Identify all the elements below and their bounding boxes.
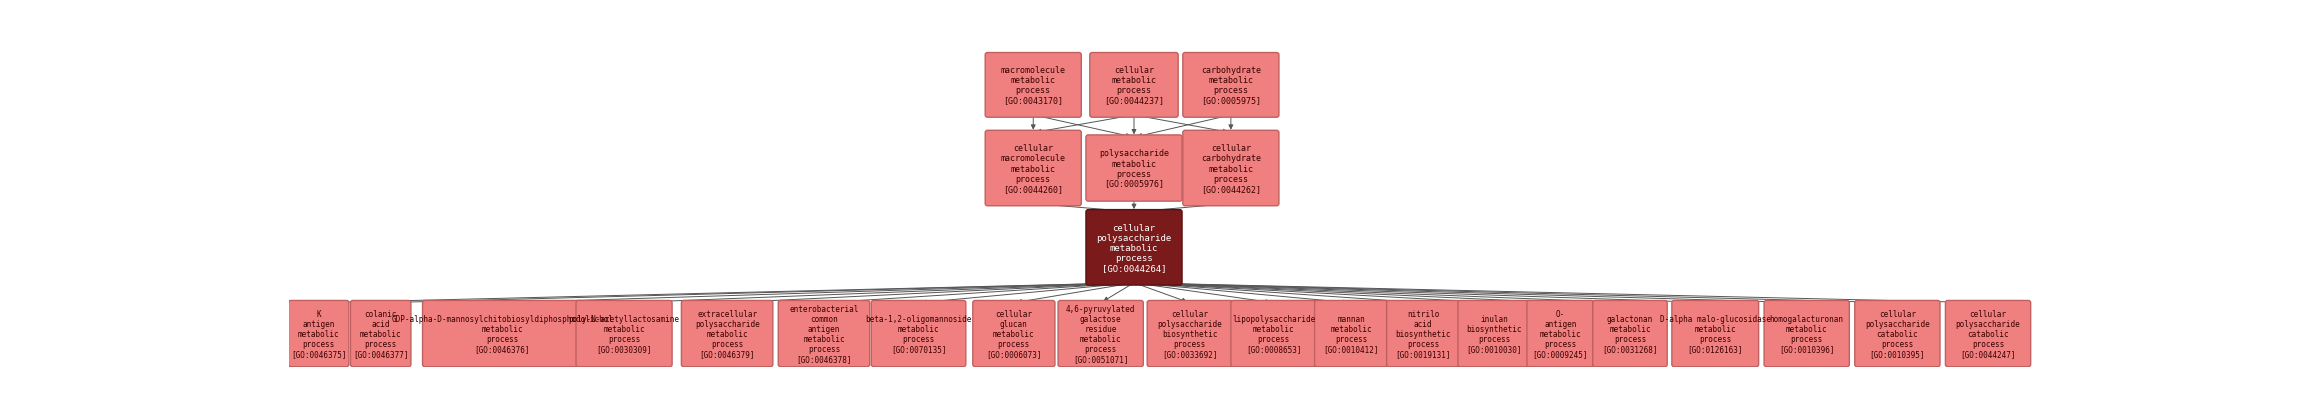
Text: cellular
polysaccharide
biosynthetic
process
[GO:0033692]: cellular polysaccharide biosynthetic pro… (1157, 309, 1222, 358)
FancyBboxPatch shape (1314, 301, 1388, 367)
Text: nitrilo
acid
biosynthetic
process
[GO:0019131]: nitrilo acid biosynthetic process [GO:00… (1395, 309, 1451, 358)
Text: extracellular
polysaccharide
metabolic
process
[GO:0046379]: extracellular polysaccharide metabolic p… (694, 309, 759, 358)
FancyBboxPatch shape (986, 53, 1081, 118)
FancyBboxPatch shape (1946, 301, 2032, 367)
FancyBboxPatch shape (1085, 210, 1182, 285)
Text: enterobacterial
common
antigen
metabolic
process
[GO:0046378]: enterobacterial common antigen metabolic… (789, 304, 858, 363)
FancyBboxPatch shape (1231, 301, 1317, 367)
Text: cellular
glucan
metabolic
process
[GO:0006073]: cellular glucan metabolic process [GO:00… (986, 309, 1041, 358)
FancyBboxPatch shape (349, 301, 412, 367)
Text: cellular
polysaccharide
metabolic
process
[GO:0044264]: cellular polysaccharide metabolic proces… (1097, 223, 1171, 272)
Text: GDP-alpha-D-mannosylchitobiosyldiphosphodolichol
metabolic
process
[GO:0046376]: GDP-alpha-D-mannosylchitobiosyldiphospho… (391, 314, 613, 353)
Text: O-
antigen
metabolic
process
[GO:0009245]: O- antigen metabolic process [GO:0009245… (1532, 309, 1587, 358)
FancyBboxPatch shape (1458, 301, 1532, 367)
Text: carbohydrate
metabolic
process
[GO:0005975]: carbohydrate metabolic process [GO:00059… (1201, 66, 1261, 105)
FancyBboxPatch shape (778, 301, 870, 367)
Text: homogalacturonan
metabolic
process
[GO:0010396]: homogalacturonan metabolic process [GO:0… (1770, 314, 1844, 353)
FancyBboxPatch shape (986, 131, 1081, 206)
FancyBboxPatch shape (289, 301, 349, 367)
FancyBboxPatch shape (1085, 135, 1182, 202)
Text: mannan
metabolic
process
[GO:0010412]: mannan metabolic process [GO:0010412] (1324, 314, 1379, 353)
FancyBboxPatch shape (1386, 301, 1460, 367)
FancyBboxPatch shape (1527, 301, 1594, 367)
Text: cellular
carbohydrate
metabolic
process
[GO:0044262]: cellular carbohydrate metabolic process … (1201, 144, 1261, 193)
Text: D-alpha malo-glucosidase
metabolic
process
[GO:0126163]: D-alpha malo-glucosidase metabolic proce… (1659, 314, 1770, 353)
Text: inulan
biosynthetic
process
[GO:0010030]: inulan biosynthetic process [GO:0010030] (1467, 314, 1523, 353)
Text: 4,6-pyruvylated
galactose
residue
metabolic
process
[GO:0051071]: 4,6-pyruvylated galactose residue metabo… (1067, 304, 1136, 363)
Text: lipopolysaccharide
metabolic
process
[GO:0008653]: lipopolysaccharide metabolic process [GO… (1231, 314, 1314, 353)
FancyBboxPatch shape (576, 301, 671, 367)
Text: cellular
metabolic
process
[GO:0044237]: cellular metabolic process [GO:0044237] (1104, 66, 1164, 105)
Text: cellular
polysaccharide
catabolic
process
[GO:0010395]: cellular polysaccharide catabolic proces… (1865, 309, 1930, 358)
Text: cellular
macromolecule
metabolic
process
[GO:0044260]: cellular macromolecule metabolic process… (1000, 144, 1067, 193)
FancyBboxPatch shape (1763, 301, 1849, 367)
FancyBboxPatch shape (680, 301, 773, 367)
Text: K
antigen
metabolic
process
[GO:0046375]: K antigen metabolic process [GO:0046375] (292, 309, 347, 358)
FancyBboxPatch shape (1090, 53, 1178, 118)
FancyBboxPatch shape (1057, 301, 1143, 367)
FancyBboxPatch shape (1671, 301, 1759, 367)
Text: polysaccharide
metabolic
process
[GO:0005976]: polysaccharide metabolic process [GO:000… (1099, 149, 1169, 188)
FancyBboxPatch shape (872, 301, 965, 367)
FancyBboxPatch shape (1592, 301, 1666, 367)
Text: beta-1,2-oligomannoside
metabolic
process
[GO:0070135]: beta-1,2-oligomannoside metabolic proces… (865, 314, 972, 353)
Text: macromolecule
metabolic
process
[GO:0043170]: macromolecule metabolic process [GO:0043… (1000, 66, 1067, 105)
Text: galactonan
metabolic
process
[GO:0031268]: galactonan metabolic process [GO:0031268… (1601, 314, 1657, 353)
FancyBboxPatch shape (1148, 301, 1233, 367)
FancyBboxPatch shape (1856, 301, 1939, 367)
Text: colanic
acid
metabolic
process
[GO:0046377]: colanic acid metabolic process [GO:00463… (354, 309, 410, 358)
FancyBboxPatch shape (1182, 53, 1280, 118)
FancyBboxPatch shape (1182, 131, 1280, 206)
Text: poly-N-acetyllactosamine
metabolic
process
[GO:0030309]: poly-N-acetyllactosamine metabolic proce… (569, 314, 680, 353)
FancyBboxPatch shape (423, 301, 583, 367)
Text: cellular
polysaccharide
catabolic
process
[GO:0044247]: cellular polysaccharide catabolic proces… (1955, 309, 2020, 358)
FancyBboxPatch shape (972, 301, 1055, 367)
